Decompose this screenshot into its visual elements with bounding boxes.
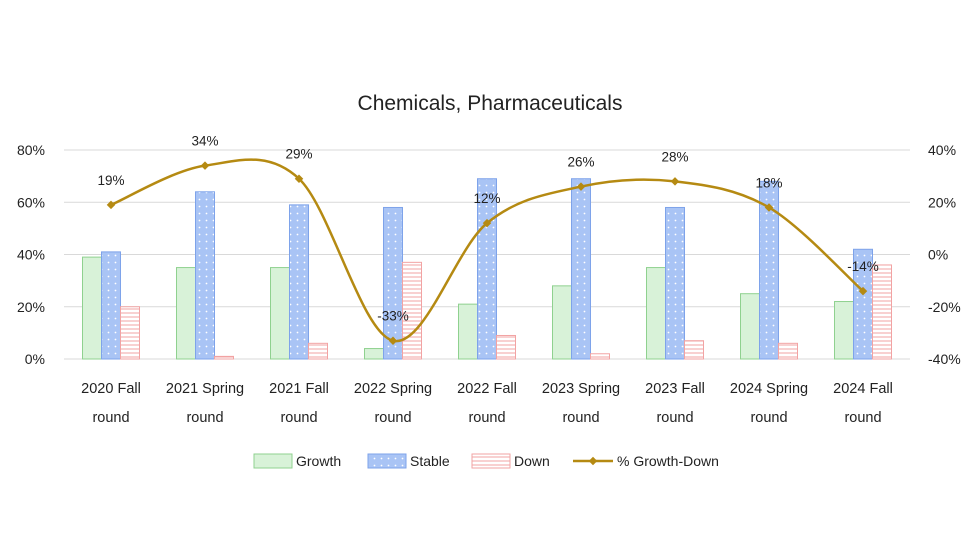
- growth-down-line: 19% 34% 29% -33% 12% 26% 28% 18% -14%: [97, 134, 879, 345]
- chart-title: Chemicals, Pharmaceuticals: [358, 92, 623, 115]
- stable-bar: [195, 191, 215, 360]
- bars: [82, 178, 892, 360]
- y-left-tick-label: 20%: [17, 299, 45, 315]
- x-category-label: 2024 Spring: [730, 381, 808, 397]
- line-data-label: 29%: [285, 147, 312, 162]
- growth-bar: [270, 267, 290, 360]
- line-data-label: -33%: [377, 309, 409, 324]
- y-right-tick-label: -40%: [928, 351, 961, 367]
- growth-bar: [646, 267, 666, 360]
- growth-bar: [552, 285, 572, 360]
- stable-bar: [759, 180, 779, 360]
- x-category-label: round: [374, 410, 411, 426]
- down-bar: [590, 353, 610, 360]
- y-right-tick-label: 0%: [928, 247, 948, 263]
- x-category-label: 2022 Spring: [354, 381, 432, 397]
- x-category-label: 2023 Fall: [645, 381, 705, 397]
- stable-bar: [477, 178, 497, 360]
- growth-bar: [364, 348, 384, 360]
- y-left-tick-label: 60%: [17, 194, 45, 210]
- growth-bar: [740, 293, 760, 360]
- legend-growth-down-label: % Growth-Down: [617, 453, 719, 469]
- x-category-label: 2021 Spring: [166, 381, 244, 397]
- down-bar: [684, 340, 704, 360]
- line-point: [670, 177, 680, 186]
- line-data-label: 18%: [755, 175, 782, 190]
- y-left-tick-label: 40%: [17, 247, 45, 263]
- x-category-label: round: [92, 410, 129, 426]
- x-category-label: 2024 Fall: [833, 381, 893, 397]
- legend-growth-swatch: [253, 453, 293, 469]
- legend-stable-label: Stable: [410, 453, 450, 469]
- y-left-tick-label: 0%: [25, 351, 45, 367]
- down-bar: [872, 264, 892, 360]
- x-category-label: 2020 Fall: [81, 381, 141, 397]
- legend-growth: Growth: [253, 453, 341, 469]
- line-data-label: 19%: [97, 173, 124, 188]
- x-category-label: round: [186, 410, 223, 426]
- legend-growth-label: Growth: [296, 453, 341, 469]
- x-category-label: 2023 Spring: [542, 381, 620, 397]
- down-bar: [496, 334, 516, 360]
- y-left-tick-label: 80%: [17, 142, 45, 158]
- x-axis-categories: 2020 Fall round 2021 Spring round 2021 Fall r…: [81, 381, 893, 426]
- x-category-label: 2022 Fall: [457, 381, 517, 397]
- line-data-label: 12%: [473, 191, 500, 206]
- down-bar: [120, 306, 140, 360]
- x-category-label: round: [280, 410, 317, 426]
- stable-bar: [101, 251, 121, 360]
- stable-bar: [665, 206, 685, 360]
- y-right-tick-label: -20%: [928, 299, 961, 315]
- stable-bar: [289, 204, 309, 360]
- down-bar: [402, 261, 422, 360]
- down-bar: [778, 342, 798, 360]
- y-axis-left: 0% 20% 40% 60% 80%: [17, 142, 45, 367]
- y-right-tick-label: 20%: [928, 194, 956, 210]
- line-point: [200, 161, 210, 170]
- legend-line-marker: [588, 456, 598, 466]
- line-data-label: -14%: [847, 259, 879, 274]
- x-category-label: round: [656, 410, 693, 426]
- y-right-tick-label: 40%: [928, 142, 956, 158]
- legend-down: Down: [471, 453, 550, 469]
- x-category-label: round: [750, 410, 787, 426]
- legend: Growth Stable Down % Growth-Down: [253, 453, 719, 469]
- legend-stable: Stable: [367, 453, 450, 469]
- legend-down-label: Down: [514, 453, 550, 469]
- legend-growth-down: % Growth-Down: [573, 453, 719, 469]
- line-data-label: 26%: [567, 155, 594, 170]
- line-point: [106, 200, 116, 210]
- line-point: [858, 286, 868, 296]
- x-category-label: 2021 Fall: [269, 381, 329, 397]
- line-data-label: 28%: [661, 149, 688, 164]
- line-point: [388, 336, 398, 345]
- x-category-label: round: [468, 410, 505, 426]
- line-point: [482, 218, 492, 228]
- line-data-label: 34%: [191, 134, 218, 149]
- down-bar: [214, 355, 234, 360]
- legend-stable-swatch: [367, 453, 407, 469]
- y-axis-right: -40% -20% 0% 20% 40%: [928, 142, 961, 367]
- x-category-label: round: [562, 410, 599, 426]
- growth-bar: [82, 256, 102, 360]
- line-point: [294, 174, 304, 183]
- stable-bar: [571, 178, 591, 360]
- down-bar: [308, 342, 328, 360]
- growth-bar: [834, 301, 854, 360]
- x-category-label: round: [844, 410, 881, 426]
- growth-down-line-path: [110, 158, 864, 342]
- growth-bar: [458, 303, 478, 360]
- legend-down-swatch: [471, 453, 511, 469]
- growth-bar: [176, 267, 196, 360]
